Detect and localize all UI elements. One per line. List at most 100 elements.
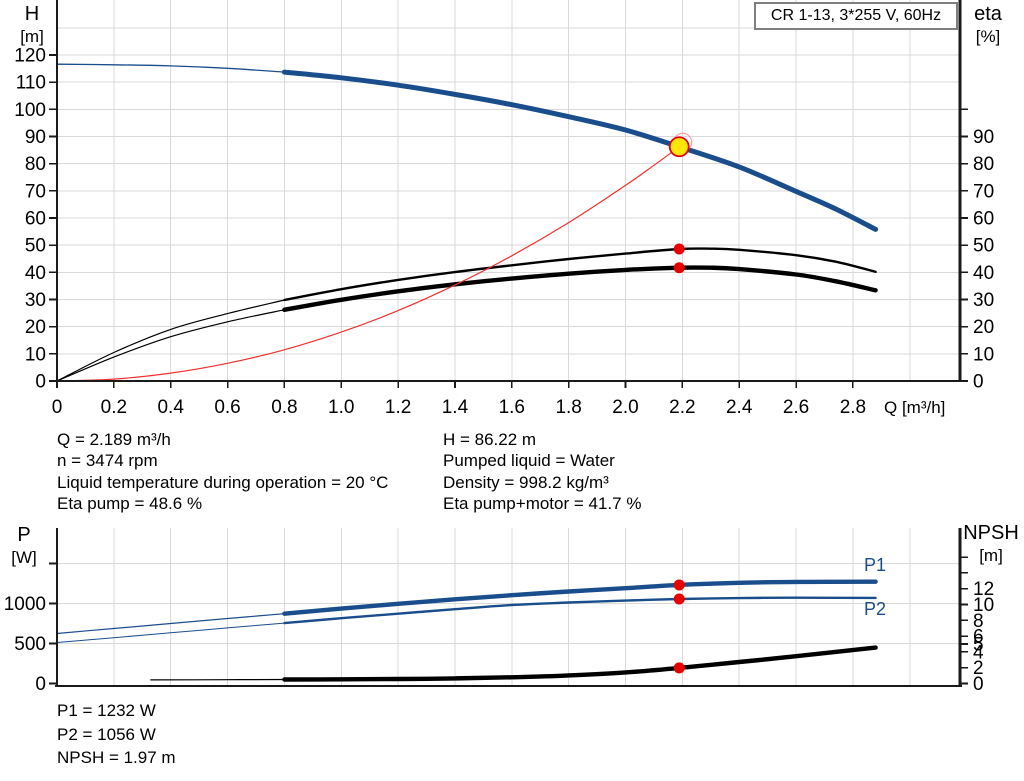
p2-point (673, 593, 685, 605)
left-tick-label: 110 (16, 73, 46, 94)
right-tick-label: 70 (973, 181, 994, 202)
p2-curve-thin (56, 622, 285, 643)
info-eta-pump: Eta pump = 48.6 % (57, 494, 203, 514)
x-tick-label: 2.8 (840, 397, 866, 418)
p1-curve-label: P1 (864, 555, 887, 575)
right-tick-label: 8 (973, 611, 984, 632)
q-axis-label: Q [m³/h] (884, 398, 946, 417)
info-speed: n = 3474 rpm (57, 451, 158, 471)
info-liquid: Pumped liquid = Water (443, 451, 615, 471)
right-tick-label: 2 (973, 658, 984, 679)
pump-model-title: CR 1-13, 3*255 V, 60Hz (770, 7, 942, 24)
head-curve-thin (56, 63, 286, 73)
duty-info-left: Q = 2.189 m³/h n = 3474 rpm Liquid tempe… (57, 429, 388, 515)
result-npsh: NPSH = 1.97 m (57, 748, 176, 768)
right-tick-label: 12 (973, 579, 994, 600)
info-head: H = 86.22 m (443, 430, 537, 449)
left-tick-label: 70 (25, 181, 46, 202)
info-density: Density = 998.2 kg/m³ (443, 472, 609, 492)
left-tick-label: 80 (25, 154, 46, 175)
eta-pump-curve-thin (56, 299, 285, 382)
left-tick-label: 500 (14, 634, 46, 655)
result-p1: P1 = 1232 W (57, 701, 156, 720)
x-tick-label: 1.0 (328, 397, 354, 418)
right-tick-label: 10 (973, 595, 994, 616)
x-tick-label: 1.6 (499, 397, 525, 418)
x-tick-label: 0.8 (271, 397, 297, 418)
x-tick-label: 1.4 (442, 397, 469, 418)
h-axis-letter: H (24, 3, 40, 25)
left-tick-label: 1000 (4, 594, 46, 615)
left-tick-label: 40 (25, 263, 46, 284)
right-tick-label: 0 (973, 372, 984, 393)
power-npsh-results: P1 = 1232 W P2 = 1056 W NPSH = 1.97 m (57, 699, 176, 770)
left-tick-label: 30 (25, 290, 46, 311)
result-p2: P2 = 1056 W (57, 724, 156, 744)
x-tick-label: 0.6 (214, 397, 240, 418)
p2-curve (283, 596, 877, 625)
right-tick-label: 4 (973, 642, 984, 663)
x-tick-label: 0 (52, 397, 63, 418)
eta-pump-motor-point (673, 262, 685, 274)
right-tick-label: 20 (973, 317, 994, 338)
info-temperature: Liquid temperature during operation = 20… (57, 472, 389, 492)
h-q-chart[interactable]: 0 10 20 30 40 50 60 70 80 90 100 110 120 0 10 20 30 40 50 6… (14, 0, 994, 418)
p-axis-label: P [W] (0, 523, 48, 568)
eta-pump-curve (283, 247, 877, 302)
x-tick-label: 1.2 (385, 397, 411, 418)
npsh-curve (282, 645, 878, 682)
eta-pump-motor-curve-thin (56, 309, 285, 382)
p-axis-unit: [W] (11, 548, 37, 567)
info-flow: Q = 2.189 m³/h (57, 430, 171, 449)
x-tick-label: 2.0 (612, 397, 638, 418)
eta-pump-motor-curve (282, 265, 878, 312)
h-axis-label: H [m] (8, 2, 56, 47)
eta-axis-label: eta [%] (964, 2, 1012, 47)
right-tick-label: 90 (973, 127, 994, 148)
right-tick-label: 50 (973, 236, 994, 257)
system-curve (56, 146, 680, 382)
left-tick-label: 0 (35, 372, 46, 393)
x-tick-label: 2.4 (726, 397, 753, 418)
left-tick-label: 0 (35, 674, 46, 695)
left-tick-label: 120 (14, 45, 46, 66)
p1-curve-thin (56, 613, 285, 635)
eta-axis-unit: [%] (975, 27, 1001, 46)
x-tick-label: 1.8 (555, 397, 581, 418)
head-curve (281, 69, 879, 232)
left-tick-label: 90 (25, 127, 46, 148)
duty-point[interactable] (668, 136, 690, 158)
chart-title-box: CR 1-13, 3*255 V, 60Hz (754, 2, 958, 30)
left-tick-label: 10 (25, 344, 46, 365)
right-tick-label: 30 (973, 290, 994, 311)
left-tick-label: 100 (14, 100, 46, 121)
right-tick-label: 60 (973, 208, 994, 229)
x-tick-label: 0.2 (101, 397, 127, 418)
x-tick-label: 0.4 (157, 397, 184, 418)
npsh-axis-label: NPSH [m] (958, 521, 1024, 566)
x-tick-label: 2.6 (783, 397, 809, 418)
right-tick-label: 5 (973, 635, 984, 656)
p1-curve (282, 579, 878, 616)
npsh-axis-unit: [m] (979, 546, 1003, 565)
p1-point (673, 579, 685, 591)
right-tick-label: 10 (973, 344, 994, 365)
npsh-point (673, 662, 685, 674)
right-tick-label: 80 (973, 154, 994, 175)
right-tick-label: 0 (973, 674, 984, 695)
left-tick-label: 20 (25, 317, 46, 338)
h-axis-unit: [m] (20, 27, 44, 46)
right-tick-label: 40 (973, 263, 994, 284)
duty-info-right: H = 86.22 m Pumped liquid = Water Densit… (443, 429, 641, 515)
left-tick-label: 60 (25, 208, 46, 229)
left-tick-label: 50 (25, 236, 46, 257)
x-tick-label: 2.2 (669, 397, 695, 418)
eta-axis-letter: eta (974, 3, 1002, 25)
info-eta-pump-motor: Eta pump+motor = 41.7 % (443, 494, 642, 514)
npsh-axis-letter: NPSH (963, 522, 1019, 544)
p2-curve-label: P2 (864, 599, 887, 619)
p-axis-letter: P (17, 524, 31, 546)
